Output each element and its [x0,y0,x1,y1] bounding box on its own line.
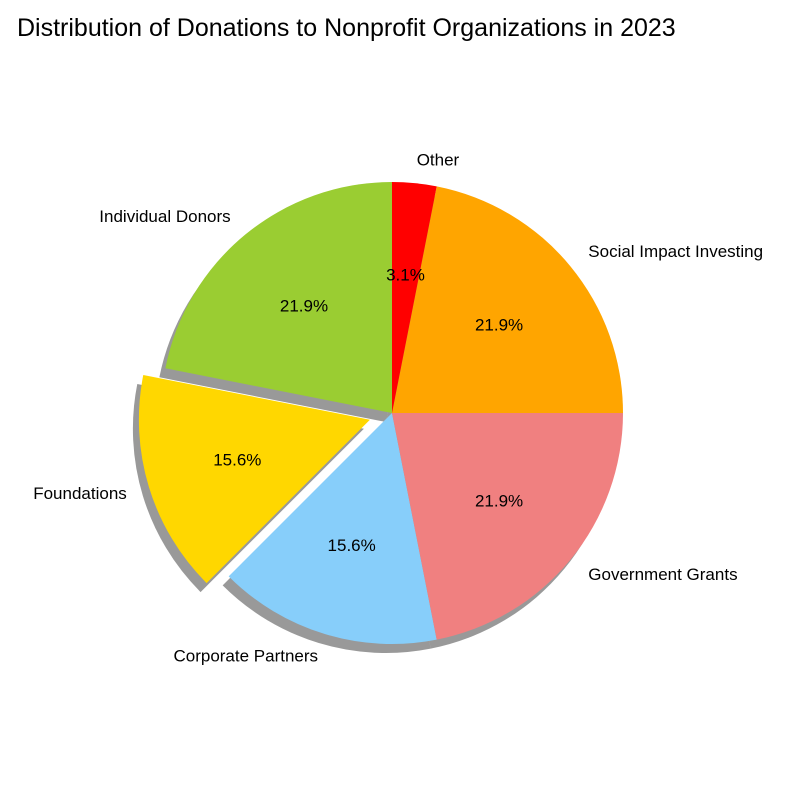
slice-label-social-impact-investing: Social Impact Investing [588,242,763,261]
slice-label-foundations: Foundations [33,484,127,503]
slice-percent-social-impact-investing: 21.9% [475,315,523,334]
pie-label-layer: Individual Donors 21.9% Foundations 15.6% Co… [33,151,763,666]
slice-percent-corporate-partners: 15.6% [328,536,376,555]
slice-percent-other: 3.1% [386,266,425,285]
slice-label-other: Other [417,151,460,170]
slice-percent-government-grants: 21.9% [475,492,523,511]
slice-percent-individual-donors: 21.9% [280,296,328,315]
slice-percent-foundations: 15.6% [213,451,261,470]
chart-title: Distribution of Donations to Nonprofit O… [17,14,676,42]
pie-slice-layer [138,182,623,644]
pie-slice-foundations [138,375,370,584]
slice-label-government-grants: Government Grants [588,565,737,584]
pie-slice-corporate-partners [228,413,437,644]
slice-label-corporate-partners: Corporate Partners [173,647,318,666]
slice-label-individual-donors: Individual Donors [99,207,230,226]
pie-slice-government-grants [392,413,623,640]
pie-slice-other [392,182,437,413]
pie-slice-social-impact-investing [392,186,623,413]
pie-slice-individual-donors [165,182,392,413]
